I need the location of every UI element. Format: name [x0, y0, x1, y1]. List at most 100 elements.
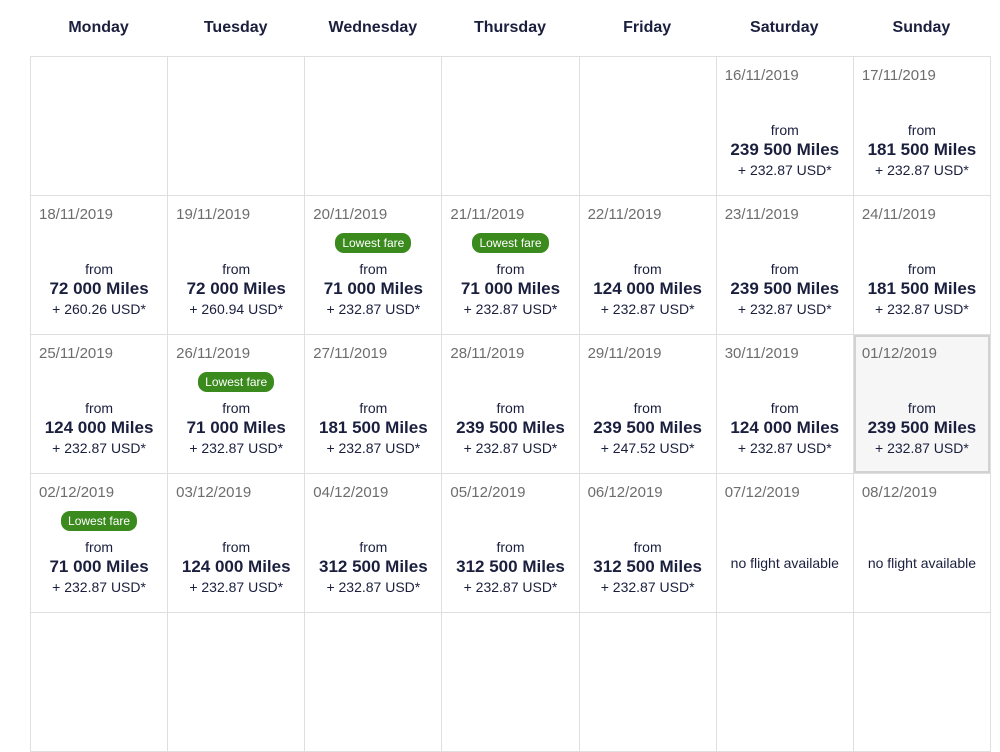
day-date: 17/11/2019	[861, 67, 936, 84]
miles-price: 124 000 Miles	[44, 418, 154, 437]
price-block: from 239 500 Miles + 232.87 USD*	[442, 399, 578, 457]
price-block: from 312 500 Miles + 232.87 USD*	[305, 538, 441, 596]
miles-price: 181 500 Miles	[867, 140, 977, 159]
from-label: from	[770, 400, 799, 416]
from-label: from	[85, 261, 114, 277]
usd-surcharge: + 232.87 USD*	[875, 162, 969, 178]
miles-price: 312 500 Miles	[319, 557, 428, 576]
calendar-day-cell[interactable]: 20/11/2019 Lowest fare from 71 000 Miles + 2…	[305, 196, 443, 335]
weekday-monday: Monday	[68, 19, 129, 36]
from-label: from	[496, 539, 525, 555]
day-date: 18/11/2019	[39, 206, 113, 223]
price-block: from 71 000 Miles + 232.87 USD*	[442, 260, 578, 318]
calendar-day-cell[interactable]: 06/12/2019 from 312 500 Miles + 232.87 USD*	[579, 474, 717, 613]
miles-price: 239 500 Miles	[593, 418, 702, 437]
day-date: 20/11/2019	[313, 206, 388, 223]
usd-surcharge: + 232.87 USD*	[189, 579, 284, 595]
from-label: from	[359, 539, 388, 555]
from-label: from	[496, 400, 525, 416]
calendar-day-cell[interactable]: 27/11/2019 from 181 500 Miles + 232.87 USD*	[305, 335, 443, 474]
calendar-cell-empty	[853, 613, 991, 752]
calendar-day-cell[interactable]: 16/11/2019 from 239 500 Miles + 232.87 USD*	[716, 57, 854, 196]
day-date: 08/12/2019	[861, 484, 937, 501]
usd-surcharge: + 232.87 USD*	[52, 579, 146, 595]
calendar-cell-empty	[579, 613, 717, 752]
calendar-grid: 16/11/2019 from 239 500 Miles + 232.87 USD*…	[30, 56, 991, 752]
calendar-cell-empty	[168, 613, 306, 752]
usd-surcharge: + 232.87 USD*	[463, 440, 558, 456]
from-label: from	[907, 400, 936, 416]
calendar-day-cell[interactable]: 01/12/2019 from 239 500 Miles + 232.87 USD*	[853, 335, 991, 474]
day-date: 04/12/2019	[313, 484, 389, 501]
calendar-day-cell[interactable]: 29/11/2019 from 239 500 Miles + 247.52 USD*	[579, 335, 717, 474]
weekday-friday: Friday	[623, 19, 672, 36]
calendar-day-cell[interactable]: 21/11/2019 Lowest fare from 71 000 Miles + 2…	[442, 196, 580, 335]
miles-price: 72 000 Miles	[186, 279, 286, 298]
price-block: from 124 000 Miles + 232.87 USD*	[168, 538, 304, 596]
from-label: from	[633, 261, 662, 277]
miles-price: 124 000 Miles	[181, 557, 291, 576]
calendar-cell-empty	[579, 57, 717, 196]
usd-surcharge: + 232.87 USD*	[52, 440, 146, 456]
price-block: from 71 000 Miles + 232.87 USD*	[31, 538, 167, 596]
calendar-day-cell: 07/12/2019 no flight available	[716, 474, 854, 613]
miles-price: 239 500 Miles	[867, 418, 977, 437]
calendar-day-cell[interactable]: 26/11/2019 Lowest fare from 71 000 Miles + 2…	[168, 335, 306, 474]
day-date: 25/11/2019	[39, 345, 113, 362]
day-date: 05/12/2019	[450, 484, 526, 501]
calendar-day-cell[interactable]: 05/12/2019 from 312 500 Miles + 232.87 USD*	[442, 474, 580, 613]
weekday-sunday: Sunday	[892, 19, 951, 36]
weekday-saturday: Saturday	[750, 19, 819, 36]
calendar-day-cell[interactable]: 23/11/2019 from 239 500 Miles + 232.87 USD*	[716, 196, 854, 335]
day-date: 16/11/2019	[724, 67, 799, 84]
weekday-wednesday: Wednesday	[328, 19, 418, 36]
calendar-cell-empty	[305, 57, 443, 196]
weekday-tuesday: Tuesday	[203, 19, 268, 36]
miles-price: 181 500 Miles	[319, 418, 428, 437]
usd-surcharge: + 247.52 USD*	[600, 440, 695, 456]
price-block: from 124 000 Miles + 232.87 USD*	[31, 399, 167, 457]
day-date: 26/11/2019	[176, 345, 251, 362]
no-flight-label: no flight available	[867, 555, 976, 571]
from-label: from	[359, 261, 388, 277]
miles-price: 239 500 Miles	[730, 279, 840, 298]
day-date: 28/11/2019	[450, 345, 525, 362]
price-block: from 312 500 Miles + 232.87 USD*	[442, 538, 578, 596]
calendar-day-cell[interactable]: 25/11/2019 from 124 000 Miles + 232.87 USD*	[31, 335, 169, 474]
usd-surcharge: + 232.87 USD*	[737, 301, 832, 317]
price-block: from 312 500 Miles + 232.87 USD*	[580, 538, 716, 596]
calendar-day-cell[interactable]: 28/11/2019 from 239 500 Miles + 232.87 USD*	[442, 335, 580, 474]
calendar-day-cell[interactable]: 04/12/2019 from 312 500 Miles + 232.87 USD*	[305, 474, 443, 613]
from-label: from	[907, 261, 936, 277]
from-label: from	[907, 122, 936, 138]
miles-price: 124 000 Miles	[593, 279, 702, 298]
miles-price: 181 500 Miles	[867, 279, 977, 298]
usd-surcharge: + 260.26 USD*	[52, 301, 146, 317]
usd-surcharge: + 232.87 USD*	[326, 579, 421, 595]
calendar-day-cell[interactable]: 24/11/2019 from 181 500 Miles + 232.87 USD*	[853, 196, 991, 335]
calendar-cell-empty	[31, 57, 169, 196]
day-date: 29/11/2019	[587, 345, 662, 362]
no-flight-label: no flight available	[730, 555, 839, 571]
from-label: from	[496, 261, 525, 277]
calendar-cell-empty	[442, 613, 580, 752]
calendar-day-cell[interactable]: 19/11/2019 from 72 000 Miles + 260.94 USD*	[168, 196, 306, 335]
calendar-day-cell[interactable]: 03/12/2019 from 124 000 Miles + 232.87 USD*	[168, 474, 306, 613]
day-date: 07/12/2019	[724, 484, 800, 501]
usd-surcharge: + 232.87 USD*	[875, 301, 969, 317]
calendar-day-cell[interactable]: 18/11/2019 from 72 000 Miles + 260.26 USD*	[31, 196, 169, 335]
from-label: from	[85, 400, 114, 416]
usd-surcharge: + 232.87 USD*	[737, 162, 832, 178]
from-label: from	[222, 539, 251, 555]
calendar-cell-empty	[168, 57, 306, 196]
usd-surcharge: + 232.87 USD*	[326, 440, 421, 456]
miles-price: 312 500 Miles	[456, 557, 565, 576]
calendar-day-cell[interactable]: 22/11/2019 from 124 000 Miles + 232.87 USD*	[579, 196, 717, 335]
day-date: 22/11/2019	[587, 206, 662, 223]
from-label: from	[633, 400, 662, 416]
calendar-day-cell[interactable]: 02/12/2019 Lowest fare from 71 000 Miles + 2…	[31, 474, 169, 613]
price-block: from 181 500 Miles + 232.87 USD*	[854, 260, 990, 318]
calendar-day-cell[interactable]: 17/11/2019 from 181 500 Miles + 232.87 USD*	[853, 57, 991, 196]
miles-price: 71 000 Miles	[460, 279, 561, 298]
calendar-day-cell[interactable]: 30/11/2019 from 124 000 Miles + 232.87 USD*	[716, 335, 854, 474]
